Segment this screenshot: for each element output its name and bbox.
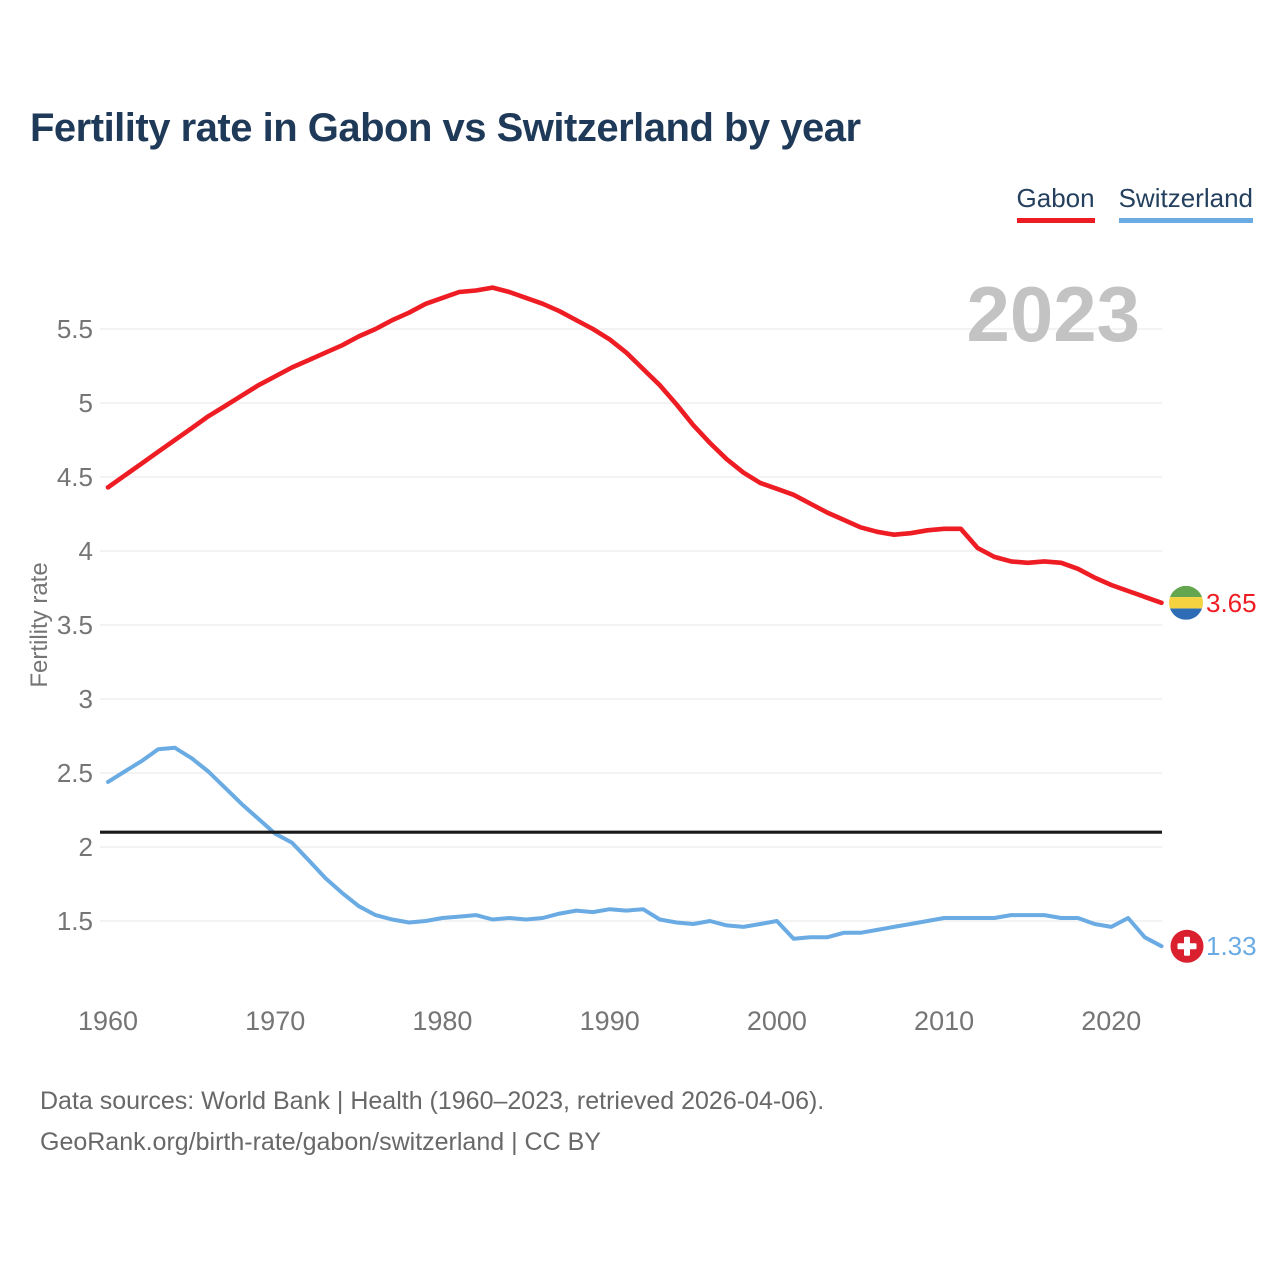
data-sources-line: Data sources: World Bank | Health (1960–…	[40, 1087, 825, 1115]
switzerland-flag-icon	[1170, 929, 1204, 963]
gabon-flag-icon	[1169, 585, 1203, 620]
x-tick-label: 2000	[747, 1006, 807, 1036]
y-tick-label: 5	[79, 388, 93, 418]
x-tick-label: 1960	[78, 1006, 138, 1036]
chart-title: Fertility rate in Gabon vs Switzerland b…	[30, 106, 861, 150]
switzerland-line	[106, 745, 1164, 949]
gabon-flag-stripe	[1169, 585, 1203, 598]
gabon-flag-stripe	[1169, 608, 1203, 620]
switzerland-end-value: 1.33	[1206, 931, 1257, 961]
legend-item-gabon[interactable]: Gabon	[1016, 184, 1095, 223]
y-tick-label: 2.5	[57, 758, 93, 788]
x-tick-label: 1990	[580, 1006, 640, 1036]
footer: Data sources: World Bank | Health (1960–…	[40, 1081, 824, 1163]
y-tick-label: 5.5	[57, 314, 93, 344]
switzerland-cross-v	[1184, 936, 1190, 956]
x-tick-label: 2010	[914, 1006, 974, 1036]
x-tick-label: 1980	[412, 1006, 472, 1036]
gabon-line	[105, 285, 1164, 606]
gabon-flag-stripe	[1169, 597, 1203, 609]
y-tick-label: 3	[79, 684, 93, 714]
gabon-end-value: 3.65	[1206, 588, 1257, 618]
x-tick-label: 2020	[1081, 1006, 1141, 1036]
y-axis-title: Fertility rate	[26, 562, 53, 687]
y-tick-label: 4.5	[57, 462, 93, 492]
y-tick-label: 4	[79, 536, 93, 566]
legend: Gabon Switzerland	[1016, 184, 1253, 223]
y-tick-label: 2	[79, 832, 93, 862]
y-tick-label: 1.5	[57, 906, 93, 936]
y-tick-label: 3.5	[57, 610, 93, 640]
legend-item-switzerland[interactable]: Switzerland	[1118, 184, 1253, 223]
watermark-year: 2023	[966, 270, 1140, 358]
x-tick-label: 1970	[245, 1006, 305, 1036]
attribution-line: GeoRank.org/birth-rate/gabon/switzerland…	[40, 1128, 601, 1156]
